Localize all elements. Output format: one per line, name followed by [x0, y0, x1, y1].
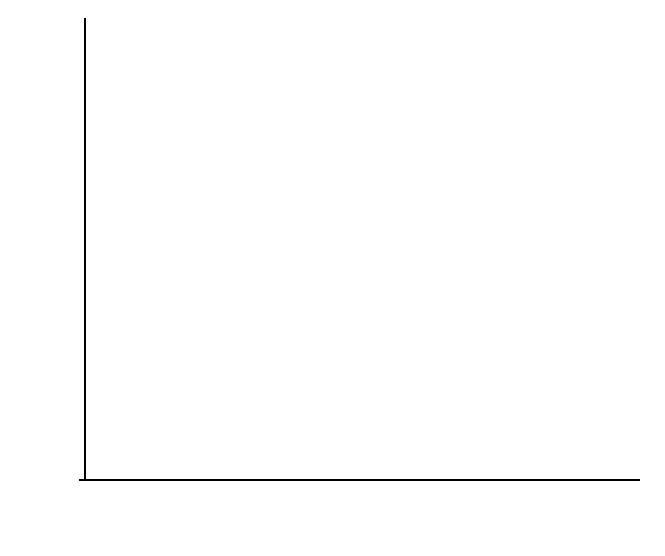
chart-container: [0, 0, 665, 556]
chart-bg: [0, 0, 665, 556]
chart-svg: [0, 0, 665, 556]
